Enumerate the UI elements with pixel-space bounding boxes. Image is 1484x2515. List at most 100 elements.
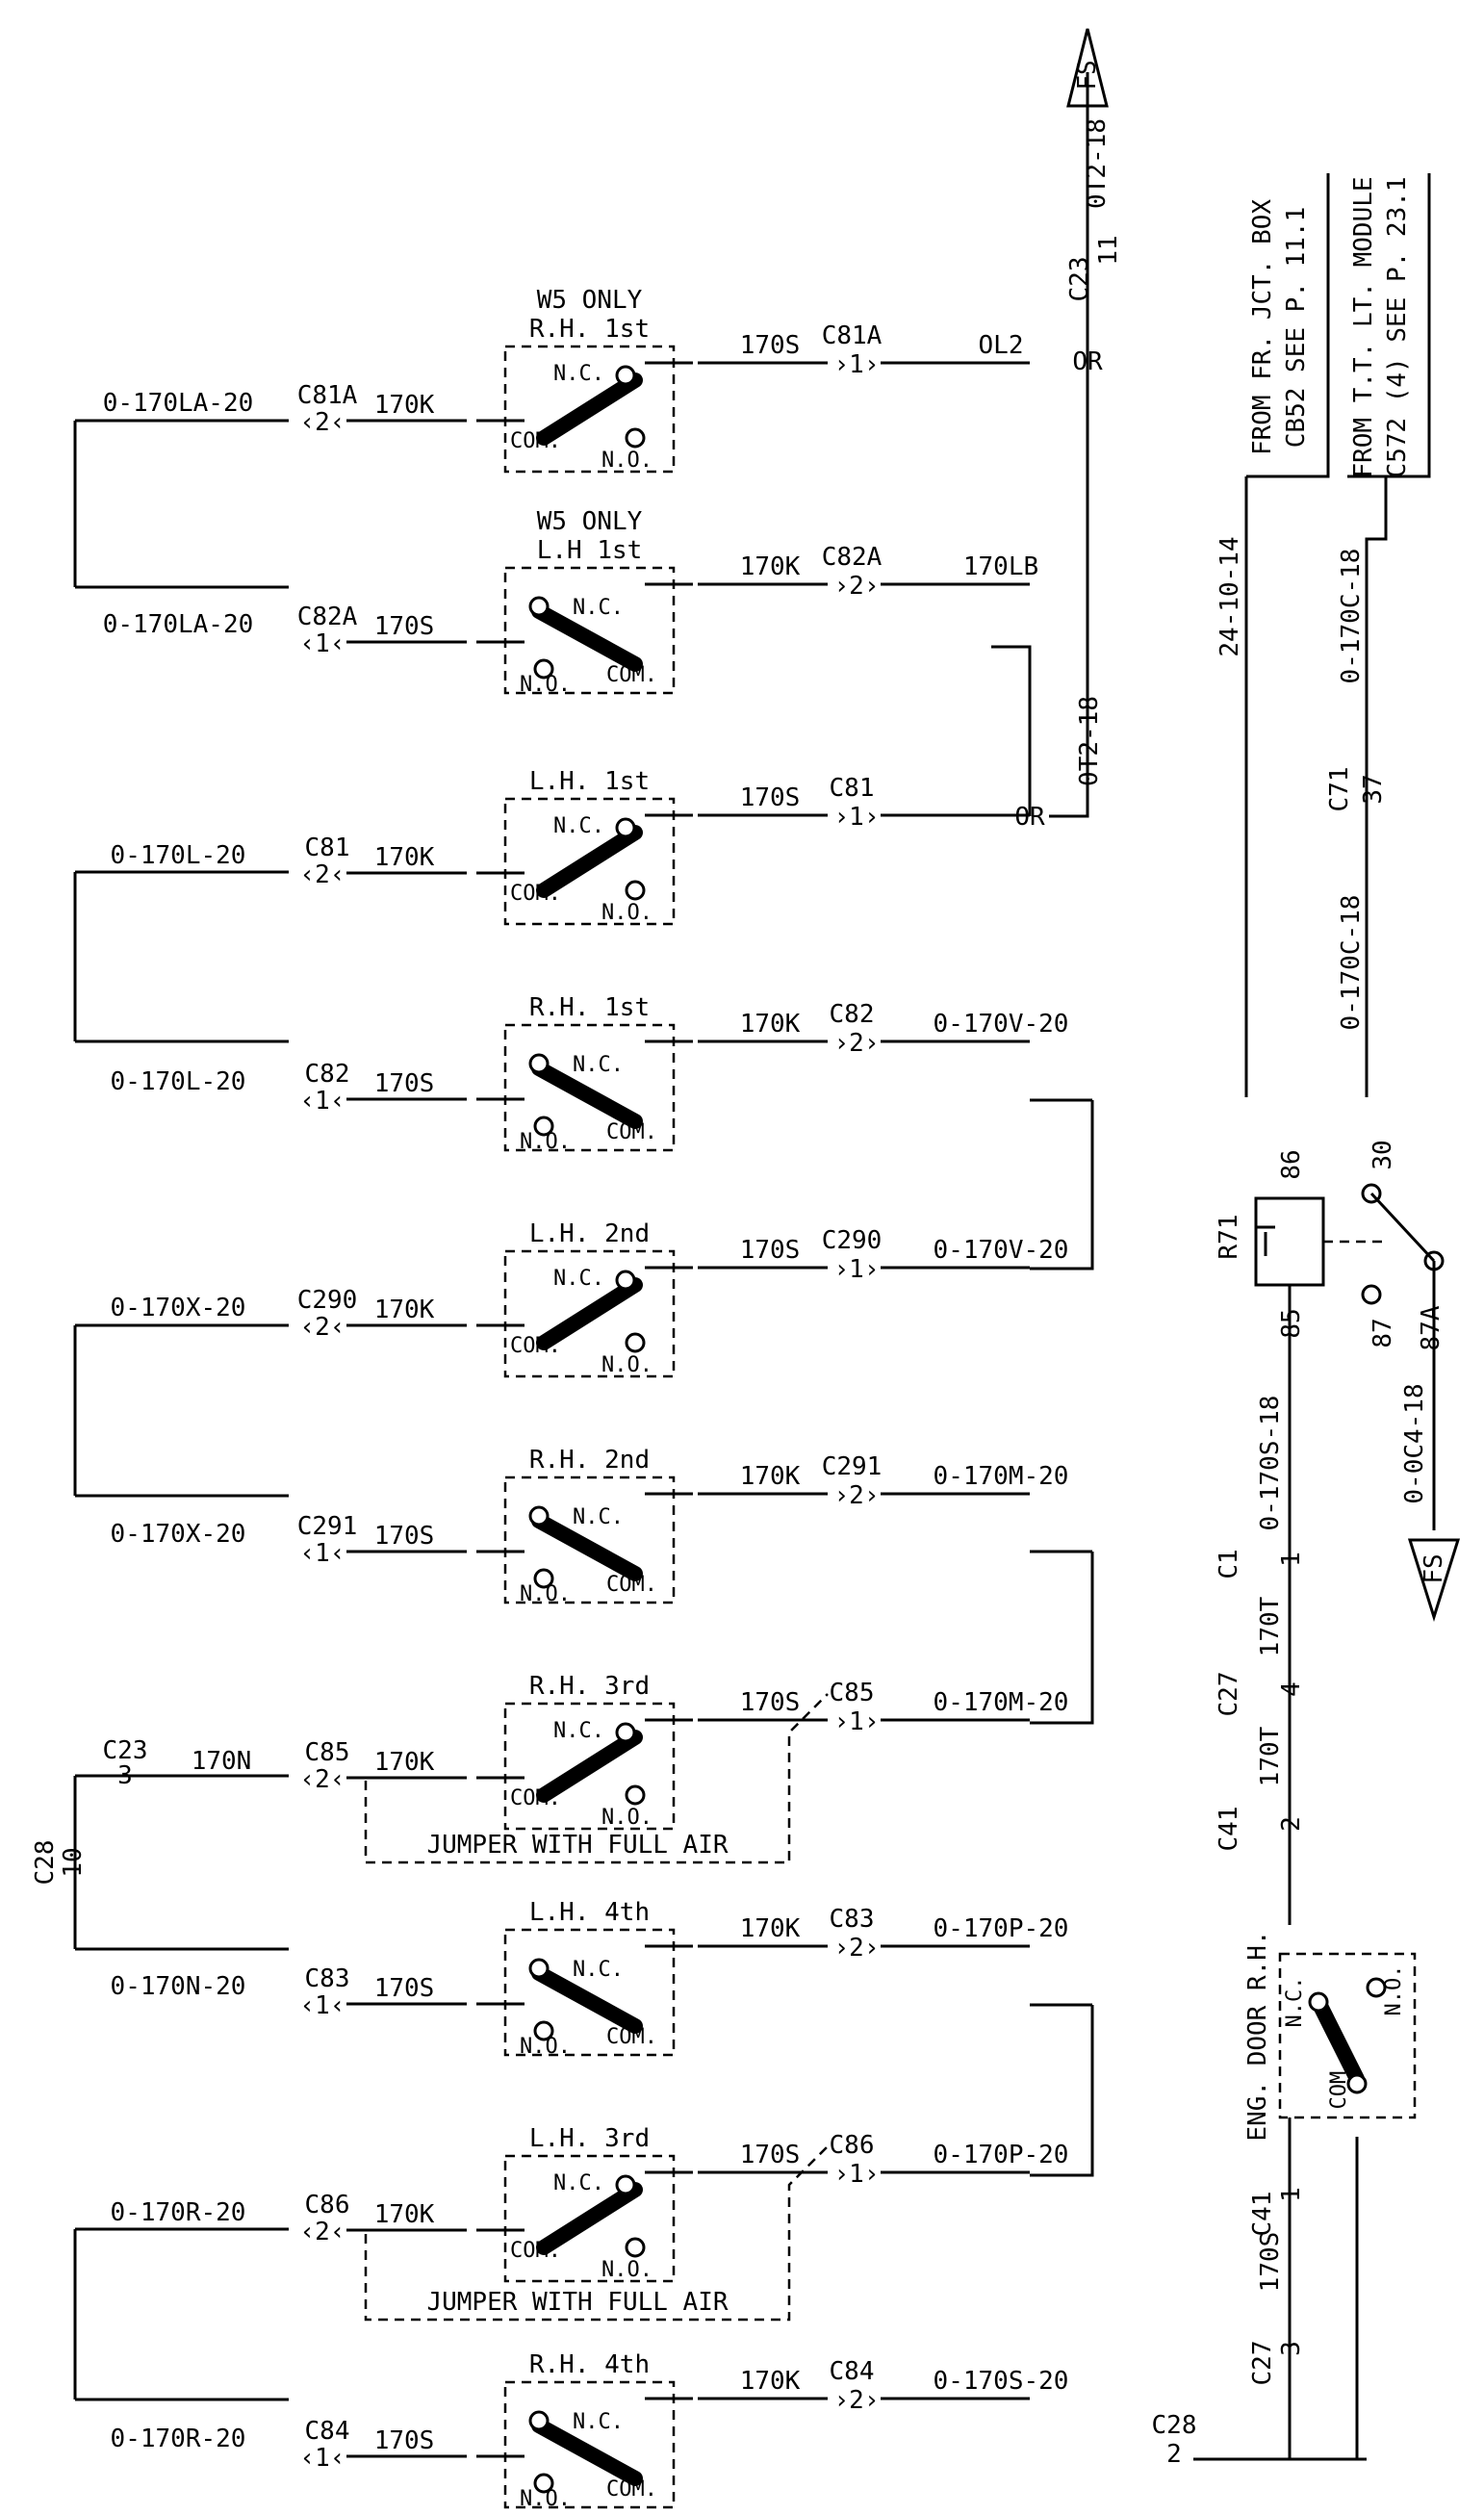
left-conn-label-4: C290: [297, 1286, 358, 1315]
switch-box-7: [503, 1928, 676, 2057]
relay-r71-label: R71: [1215, 1215, 1243, 1260]
switch-nc-label-2: N.C.: [553, 814, 604, 838]
switch-box-0: [503, 345, 676, 474]
right-wire-label-3: 0-170V-20: [934, 1010, 1069, 1039]
switch-com-label-3: COM.: [606, 1120, 657, 1144]
right-wire-label-8: 0-170P-20: [934, 2141, 1069, 2169]
fs-label-bottom: FS: [1420, 1553, 1448, 1583]
right-sig-label-0: 170S: [740, 331, 801, 360]
right-sig-label-1: 170K: [740, 552, 801, 581]
switch-box-2: [503, 797, 676, 926]
eng-door-no: N.O.: [1382, 1965, 1406, 2016]
switch-com-label-5: COM.: [606, 1573, 657, 1597]
left-conn-label-0: C81A: [297, 381, 358, 410]
c1-label: C1: [1215, 1549, 1243, 1578]
switch-nc-terminal-9: [528, 2410, 550, 2431]
switch-no-terminal-0: [625, 427, 646, 449]
left-wire-label-5: 0-170X-20: [111, 1520, 246, 1549]
wire-0-170c-18-bottom: 0-170C-18: [1337, 895, 1366, 1031]
switch-no-label-1: N.O.: [520, 673, 571, 697]
left-extra: C23 3 170N C28 10: [31, 1736, 251, 1885]
right-conn-label-2: C81: [830, 774, 875, 803]
switch-nc-label-6: N.C.: [553, 1719, 604, 1743]
eng-door-com: COM.: [1327, 2059, 1351, 2110]
c28-bottom-pin: 2: [1166, 2440, 1182, 2469]
relay-87-terminal: [1361, 1284, 1382, 1305]
left-pin-7: ‹1‹: [300, 1991, 345, 2020]
wire-170t-2: 170T: [1256, 1726, 1285, 1786]
switch-box-8: [503, 2154, 676, 2283]
switch-nc-terminal-8: [615, 2174, 636, 2195]
switch-title-5: R.H. 2nd: [529, 1446, 650, 1475]
c41-pin-b: 1: [1277, 2187, 1306, 2202]
left-pin-6: ‹2‹: [300, 1765, 345, 1794]
switch-title-8: L.H. 3rd: [529, 2124, 650, 2153]
switch-no-label-9: N.O.: [520, 2487, 571, 2511]
right-pin-7: ›2›: [834, 1934, 880, 1963]
switch-no-terminal-6: [625, 1784, 646, 1806]
switch-nc-label-5: N.C.: [573, 1505, 624, 1529]
switch-title-6: R.H. 3rd: [529, 1672, 650, 1701]
c23-pin-label: 11: [1094, 235, 1123, 265]
switch-com-label-2: COM.: [510, 882, 561, 906]
c28-left-label: C28: [31, 1840, 60, 1886]
or-label-2: OR: [1014, 803, 1045, 832]
left-wire-label-1: 0-170LA-20: [103, 610, 254, 639]
right-pin-8: ›1›: [834, 2160, 880, 2189]
jumpers: JUMPER WITH FULL AIR JUMPER WITH FULL AI…: [364, 1693, 829, 2322]
switch-nc-terminal-5: [528, 1505, 550, 1527]
switch-blade-8: [536, 2182, 643, 2255]
eng-door-no-terminal: [1366, 1977, 1387, 1998]
right-panel: FROM FR. JCT. BOX CB52 SEE P. 11.1 24-10…: [1152, 173, 1461, 2469]
switch-blade-7: [531, 1965, 643, 2034]
left-sig-label-7: 170S: [374, 1974, 435, 2003]
wire-24-10-14: 24-10-14: [1215, 536, 1244, 656]
switch-blade-6: [536, 1730, 643, 1803]
c71-pin: 37: [1359, 774, 1388, 804]
right-conn-label-4: C290: [822, 1226, 883, 1255]
left-wire-label-4: 0-170X-20: [111, 1294, 246, 1322]
relay-86-label: 86: [1277, 1149, 1306, 1179]
from-tt-line2: C572 (4) SEE P. 23.1: [1383, 176, 1412, 477]
left-wire-label-9: 0-170R-20: [111, 2425, 246, 2453]
switch-com-label-8: COM.: [510, 2239, 561, 2263]
switch-nc-label-7: N.C.: [573, 1958, 624, 1982]
right-conn-label-3: C82: [830, 1000, 875, 1029]
left-sig-label-3: 170S: [374, 1069, 435, 1098]
left-pin-8: ‹2‹: [300, 2218, 345, 2246]
c27-pin: 4: [1277, 1681, 1306, 1697]
fs-flag-top: [1066, 28, 1109, 108]
switch-no-label-5: N.O.: [520, 1582, 571, 1606]
right-sig-label-9: 170K: [740, 2367, 801, 2396]
switch-box-4: [503, 1249, 676, 1378]
c23-label: C23: [1065, 257, 1094, 302]
eng-door-blade: [1311, 1994, 1365, 2087]
switch-title-3: R.H. 1st: [529, 993, 650, 1022]
from-tt-line1: FROM T.T. LT. MODULE: [1349, 176, 1378, 477]
or-junction-top: OR OR C23 11 0T2-18 0T2-18 FS: [1014, 28, 1123, 832]
right-pin-3: ›2›: [834, 1029, 880, 1058]
switch-nc-terminal-7: [528, 1958, 550, 1979]
left-sig-label-2: 170K: [374, 843, 435, 872]
right-sig-label-7: 170K: [740, 1914, 801, 1943]
eng-door-nc: N.C.: [1283, 1977, 1307, 2028]
fs-label-top: FS: [1073, 60, 1102, 90]
eng-door-label: ENG. DOOR R.H.: [1243, 1930, 1272, 2141]
right-sig-label-4: 170S: [740, 1236, 801, 1265]
switch-com-label-0: COM.: [510, 429, 561, 453]
wire-170n: 170N: [192, 1747, 252, 1776]
switch-nc-terminal-3: [528, 1053, 550, 1074]
wire-0t2-18-top: 0T2-18: [1083, 118, 1112, 209]
switch-no-label-2: N.O.: [601, 901, 652, 925]
left-sig-label-8: 170K: [374, 2200, 435, 2229]
switch-no-terminal-8: [625, 2237, 646, 2258]
c41-label: C41: [1215, 1807, 1243, 1852]
right-wire-label-6: 0-170M-20: [934, 1688, 1069, 1717]
relay-87-label: 87: [1369, 1318, 1397, 1347]
right-wire-label-9: 0-170S-20: [934, 2367, 1069, 2396]
c41-label-b: C41: [1248, 2192, 1277, 2237]
left-wire-label-2: 0-170L-20: [111, 841, 246, 870]
switch-no-label-3: N.O.: [520, 1130, 571, 1154]
